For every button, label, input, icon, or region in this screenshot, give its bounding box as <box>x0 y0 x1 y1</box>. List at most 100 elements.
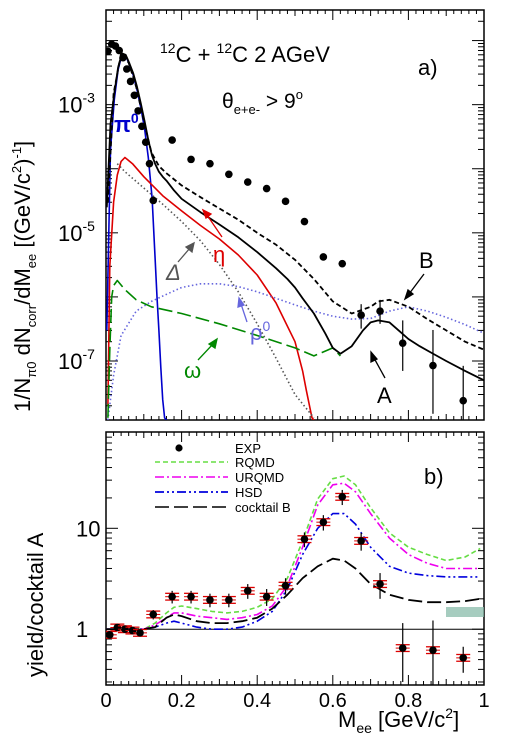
data-point <box>119 53 127 62</box>
data-point <box>262 184 271 193</box>
data-point <box>149 196 158 205</box>
data-point <box>149 610 158 619</box>
data-point <box>187 155 195 164</box>
y-tick-label: 10-7 <box>58 346 95 374</box>
panel-b-ticks: 1 10 0 0.2 0.4 0.6 0.8 1 <box>76 431 490 712</box>
data-point <box>376 580 384 588</box>
data-point <box>398 644 407 652</box>
A-arrow <box>370 350 386 379</box>
y-tick-label: 10-5 <box>58 218 95 246</box>
data-point <box>243 178 252 186</box>
data-point <box>136 629 144 637</box>
data-point <box>141 138 150 146</box>
y-tick-label: 1 <box>76 617 88 642</box>
data-point <box>206 596 214 604</box>
legend-rqmd: RQMD <box>235 455 275 470</box>
curve-b-2 <box>106 482 481 631</box>
legend-cocktailb: cocktail B <box>235 500 291 515</box>
cut-deg: o <box>296 87 303 102</box>
ylabel-b: yield/cocktail A <box>23 532 48 677</box>
data-point <box>145 159 154 168</box>
angle-cut: θe+e- > 9o <box>222 87 303 117</box>
norm-uncertainty-box <box>446 607 484 617</box>
label-pi0: π0 <box>114 110 139 137</box>
curve-a-5 <box>107 279 341 418</box>
label-omega: ω <box>184 358 201 383</box>
data-point <box>459 654 468 662</box>
legend-exp-marker <box>175 444 183 452</box>
label-A: A <box>377 383 392 408</box>
panel-a-label: a) <box>418 55 438 80</box>
x-tick-label: 0.8 <box>394 690 422 712</box>
curve-a-2 <box>107 156 315 420</box>
data-point <box>138 122 146 131</box>
title-c1: C + <box>176 42 217 67</box>
data-point <box>319 518 328 526</box>
data-point <box>113 623 122 632</box>
label-eta: η <box>213 242 225 267</box>
cut-gt: > 9 <box>260 90 296 113</box>
panel-b-label: b) <box>424 464 444 489</box>
data-point <box>168 136 176 144</box>
x-tick-label: 1 <box>478 690 489 712</box>
curve-a-3 <box>116 163 315 419</box>
data-point <box>262 592 271 601</box>
data-point <box>106 631 114 639</box>
panel-a: 10-310-510-7 12C + 12C 2 AGeV a) θe+e- >… <box>9 9 485 421</box>
data-point <box>243 587 252 595</box>
cut-theta: θ <box>222 90 234 113</box>
x-tick-label: 0.6 <box>319 690 347 712</box>
data-point <box>225 596 233 604</box>
B-arrow <box>403 273 425 301</box>
legend-hsd: HSD <box>235 485 262 500</box>
title-rest: C 2 AGeV <box>232 42 330 67</box>
ylabel-a-pi0: π0 <box>24 362 39 378</box>
data-point <box>429 361 437 370</box>
panel-b-series <box>106 475 484 685</box>
data-point <box>429 646 437 654</box>
curve-b-1 <box>106 475 481 631</box>
data-point <box>398 339 407 347</box>
ylabel-a: 1/Nπ0 dNcorr/dMee [(GeV/c2)-1] <box>9 141 39 412</box>
ylabel-a-bracket: ] <box>10 141 35 147</box>
ylabel-a-corr: corr <box>24 304 39 327</box>
y-tick-label: 10-3 <box>58 90 95 118</box>
data-point <box>130 91 139 100</box>
curve-a-6 <box>106 52 484 382</box>
data-point <box>459 396 468 405</box>
data-point <box>187 592 195 601</box>
rho-arrow <box>237 296 248 323</box>
data-point <box>281 197 290 206</box>
panel-a-series <box>106 40 484 420</box>
data-point <box>357 311 365 319</box>
title-mass1: 12 <box>160 40 176 56</box>
ylabel-a-paren: ) <box>10 159 35 166</box>
omega-arrow <box>197 337 218 361</box>
x-tick-label: 0.4 <box>243 690 271 712</box>
data-point <box>338 493 347 501</box>
ylabel-a-ee: ee <box>24 254 39 268</box>
delta-arrow <box>177 241 195 263</box>
ylabel-a-dm: /dM <box>10 268 35 305</box>
panel-a-title: 12C + 12C 2 AGeV <box>160 40 330 67</box>
data-point <box>126 77 135 86</box>
curve-a-4 <box>107 282 484 420</box>
data-point <box>357 537 365 545</box>
label-B: B <box>419 248 434 273</box>
x-tick-label: 0.2 <box>168 690 196 712</box>
ylabel-a-dn: dN <box>10 327 35 361</box>
data-point <box>319 253 328 261</box>
curve-b-4 <box>106 557 481 631</box>
legend-urqmd: URQMD <box>235 470 284 485</box>
legend-exp: EXP <box>235 441 261 456</box>
label-delta: Δ <box>165 260 181 285</box>
ylabel-a-unit: [(GeV/c <box>10 173 35 254</box>
panel-b: 1 10 0 0.2 0.4 0.6 0.8 1 b) yield/cocktail A EX… <box>23 431 490 712</box>
data-point <box>122 65 131 73</box>
title-mass2: 12 <box>217 40 233 56</box>
x-axis-label: Mee [GeV/c2] <box>338 705 459 736</box>
data-point <box>206 159 214 168</box>
data-point <box>338 259 347 268</box>
curve-b-3 <box>106 512 481 631</box>
